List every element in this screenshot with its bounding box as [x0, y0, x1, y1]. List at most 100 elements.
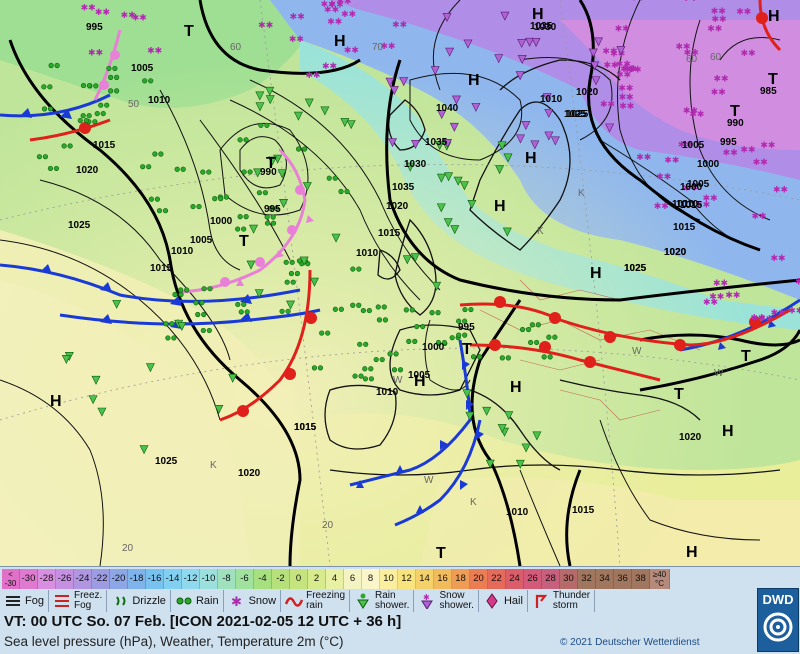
- svg-text:✱✱: ✱✱: [392, 20, 407, 30]
- svg-text:✱✱: ✱✱: [684, 47, 699, 57]
- pressure-label: 1025: [566, 109, 589, 120]
- temperature-label: 70: [372, 42, 384, 53]
- legend-item: Freezing rain: [285, 590, 350, 612]
- svg-text:✱✱: ✱✱: [305, 70, 320, 80]
- pressure-center-label: T: [730, 103, 740, 120]
- svg-text:✱✱: ✱✱: [753, 157, 768, 167]
- pressure-label: 1020: [386, 201, 409, 212]
- pressure-label: 1005: [687, 179, 710, 190]
- legend-item: Rain shower.: [354, 590, 415, 612]
- temperature-label: 20: [322, 520, 334, 531]
- svg-text:✱✱: ✱✱: [740, 144, 755, 154]
- svg-text:✱✱: ✱✱: [760, 140, 775, 150]
- svg-text:✱✱: ✱✱: [616, 59, 631, 69]
- svg-text:✱✱: ✱✱: [664, 155, 679, 165]
- svg-text:✱✱: ✱✱: [683, 106, 698, 116]
- svg-text:✱✱: ✱✱: [336, 0, 351, 6]
- scale-cell: -30: [20, 569, 38, 589]
- svg-text:✱✱: ✱✱: [683, 182, 698, 192]
- pressure-label: 1015: [680, 200, 703, 211]
- thunderstorm-icon: [532, 592, 550, 610]
- pressure-labels: 9951005101010151020102599099510001005101…: [68, 21, 777, 518]
- pressure-label: 1020: [238, 468, 261, 479]
- pressure-center-label: H: [722, 423, 734, 440]
- pressure-center-label: H: [768, 8, 780, 25]
- pressure-label: 1015: [294, 422, 317, 433]
- legend-item: Thunder storm: [532, 590, 596, 612]
- legend-item: Rain: [175, 590, 224, 612]
- scale-cell: 10: [380, 569, 398, 589]
- pressure-label: 1015: [572, 505, 595, 516]
- freezing-fog-icon: [53, 592, 71, 610]
- pressure-label: 1000: [680, 182, 703, 193]
- pressure-center-label: T: [239, 233, 249, 250]
- scale-cell: 6: [344, 569, 362, 589]
- map-description: Sea level pressure (hPa), Weather, Tempe…: [4, 634, 344, 649]
- pressure-label: 1010: [676, 199, 699, 210]
- pressure-label: 1015: [150, 263, 173, 274]
- legend-panel: < -30 -30 -28 -26 -24 -22 -20 -18 -16 -14 -12 -10 -8…: [0, 566, 800, 654]
- svg-text:✱✱: ✱✱: [81, 3, 96, 13]
- pressure-center-label: T: [741, 348, 751, 365]
- scale-cell: -16: [146, 569, 164, 589]
- weather-map: ✱✱ ✱✱ ✱✱ ✱✱ ✱✱ ✱✱ ✱✱ ✱✱ ✱✱ ✱✱ ✱✱ ✱✱ ✱✱ ✱✱ ✱✱ ✱✱ ✱✱ ✱✱ ✱✱ ✱✱…: [0, 0, 800, 566]
- pressure-label: 995: [720, 137, 737, 148]
- scale-cell: -4: [254, 569, 272, 589]
- scale-cell: 34: [596, 569, 614, 589]
- svg-text:✱✱: ✱✱: [603, 60, 618, 70]
- fog-icon: [4, 592, 22, 610]
- svg-text:✱✱: ✱✱: [630, 0, 645, 3]
- scale-cell: -12: [182, 569, 200, 589]
- temperature-label: W: [632, 346, 642, 357]
- scale-cell: 14: [416, 569, 434, 589]
- scale-cell: 18: [452, 569, 470, 589]
- scale-cell: -14: [164, 569, 182, 589]
- svg-text:✱✱: ✱✱: [771, 307, 786, 317]
- svg-text:✱✱: ✱✱: [725, 290, 740, 300]
- pressure-label: 1005: [190, 235, 213, 246]
- svg-text:✱✱: ✱✱: [656, 172, 671, 182]
- svg-text:✱✱: ✱✱: [329, 0, 344, 9]
- scale-cell: 26: [524, 569, 542, 589]
- svg-text:✱✱: ✱✱: [636, 152, 651, 162]
- svg-text:✱✱: ✱✱: [770, 253, 785, 263]
- pressure-center-label: H: [686, 544, 698, 561]
- svg-text:✱✱: ✱✱: [713, 74, 728, 84]
- dwd-swirl-icon: [763, 612, 793, 642]
- legend-item: ✱ Snow shower.: [418, 590, 479, 612]
- svg-text:✱✱: ✱✱: [290, 11, 305, 21]
- svg-text:✱✱: ✱✱: [341, 9, 356, 19]
- legend-item: Fog: [4, 590, 49, 612]
- temperature-label: W: [424, 475, 434, 486]
- svg-text:✱✱: ✱✱: [751, 211, 766, 221]
- scale-cell: -8: [218, 569, 236, 589]
- scale-cell: -22: [92, 569, 110, 589]
- scale-cell: < -30: [2, 569, 20, 589]
- scale-cell: -6: [236, 569, 254, 589]
- pressure-centers: H H H H H H H H H H H H T T T T T T T T T: [50, 6, 780, 562]
- svg-text:✱✱: ✱✱: [121, 10, 136, 20]
- svg-text:✱✱: ✱✱: [344, 45, 359, 55]
- weather-legend: Fog Freez. Fog Drizzle Rain ✱ Snow Freezing ra…: [4, 590, 599, 612]
- dwd-logo: DWD: [757, 588, 799, 652]
- snow-shower-icon: ✱: [418, 592, 436, 610]
- scale-cell: -10: [200, 569, 218, 589]
- legend-item-label: Drizzle: [132, 595, 166, 607]
- scale-cell: ≥40 °C: [650, 569, 670, 589]
- svg-text:✱✱: ✱✱: [675, 41, 690, 51]
- legend-item-label: Freezing rain: [306, 590, 345, 611]
- pressure-center-label: H: [590, 265, 602, 282]
- pressure-label: 1020: [679, 432, 702, 443]
- svg-text:✱✱: ✱✱: [654, 201, 669, 211]
- dwd-logo-text: DWD: [762, 592, 794, 607]
- pressure-label: 1025: [155, 456, 178, 467]
- scale-cell: 4: [326, 569, 344, 589]
- temperature-label: K: [210, 460, 217, 471]
- weather-map-canvas: ✱✱✱✱✱✱✱✱✱✱✱✱✱✱✱✱✱✱✱✱✱✱✱✱✱✱✱✱✱✱✱✱✱✱✱✱✱✱✱✱…: [0, 0, 800, 566]
- legend-item: Drizzle: [111, 590, 171, 612]
- legend-item-label: Thunder storm: [552, 590, 591, 611]
- svg-text:✱✱: ✱✱: [324, 5, 339, 15]
- temperature-label: K: [537, 226, 544, 237]
- pressure-label: 1020: [576, 87, 599, 98]
- pressure-label: 1020: [664, 247, 687, 258]
